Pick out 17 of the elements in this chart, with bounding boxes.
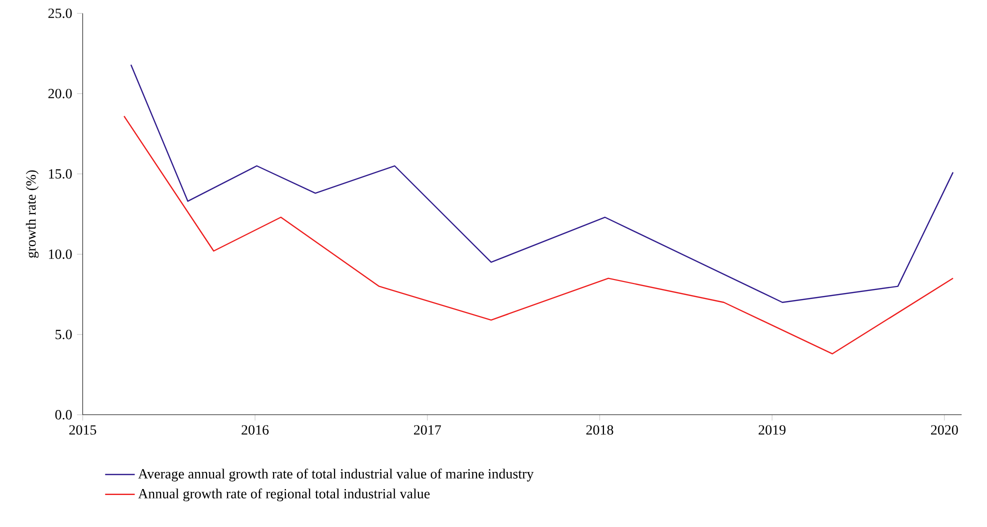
legend-label: Annual growth rate of regional total industrial value: [138, 488, 430, 502]
x-tick-label: 2018: [586, 425, 614, 435]
x-tick-label: 2020: [931, 425, 958, 435]
x-tick-label: 2016: [242, 425, 269, 435]
x-tick-label: 2019: [758, 425, 786, 435]
y-tick-label: 5.0: [56, 330, 72, 340]
y-tick-label: 15.0: [49, 169, 72, 179]
y-tick-label: 0.0: [55, 410, 72, 420]
y-tick-label: 25.0: [48, 8, 72, 18]
y-tick-label: 10.0: [49, 250, 72, 260]
x-tick-label: 2017: [414, 425, 441, 435]
legend-label: Average annual growth rate of total industrial value of marine industry: [138, 468, 534, 482]
y-tick-label: 20.0: [48, 88, 72, 98]
x-tick-label: 2015: [69, 425, 96, 435]
y-axis-title: growth rate (%): [26, 170, 39, 258]
line-series: [130, 64, 954, 304]
line-series: [123, 116, 954, 354]
